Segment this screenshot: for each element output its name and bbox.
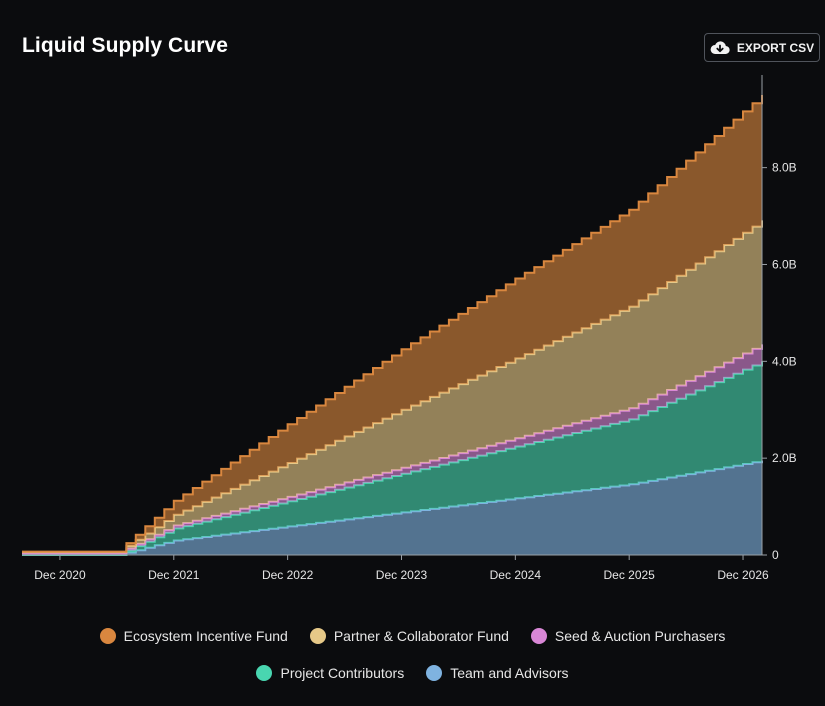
x-tick-label: Dec 2022 <box>262 568 314 582</box>
chart-title: Liquid Supply Curve <box>22 34 229 57</box>
y-tick-label: 2.0B <box>772 451 797 465</box>
x-tick-label: Dec 2023 <box>376 568 428 582</box>
area-team-and-advisors <box>22 460 762 555</box>
legend-label: Partner & Collaborator Fund <box>333 628 509 644</box>
area-partner-collaborator-fund <box>22 220 762 554</box>
legend-swatch <box>256 665 273 681</box>
legend-swatch <box>99 628 116 644</box>
x-tick-label: Dec 2026 <box>717 568 769 582</box>
legend-swatch <box>309 628 326 644</box>
legend-label: Team and Advisors <box>450 665 569 681</box>
legend-item[interactable]: Partner & Collaborator Fund <box>309 628 509 644</box>
legend-label: Project Contributors <box>280 665 405 681</box>
x-tick-label: Dec 2025 <box>603 568 655 582</box>
cloud-download-icon <box>710 40 730 55</box>
legend-row-2: Project Contributors Team and Advisors <box>0 665 825 681</box>
y-tick-label: 8.0B <box>772 161 797 175</box>
legend-swatch <box>530 628 547 644</box>
x-tick-label: Dec 2024 <box>490 568 542 582</box>
export-csv-label: EXPORT CSV <box>736 40 815 55</box>
x-tick-label: Dec 2020 <box>34 568 86 582</box>
legend-row-1: Ecosystem Incentive Fund Partner & Collab… <box>0 628 825 644</box>
legend-label: Seed & Auction Purchasers <box>554 628 726 644</box>
legend-item[interactable]: Team and Advisors <box>426 665 569 681</box>
line-ecosystem-incentive-fund <box>22 95 763 553</box>
chart-axes: Dec 2020 Dec 2021 Dec 2022 Dec 2023 Dec 2024… <box>22 75 797 582</box>
legend-item[interactable]: Ecosystem Incentive Fund <box>99 628 288 644</box>
y-tick-label: 4.0B <box>772 354 797 368</box>
chart-areas <box>22 95 763 556</box>
liquid-supply-chart: Dec 2020 Dec 2021 Dec 2022 Dec 2023 Dec 2024… <box>22 75 797 582</box>
export-csv-button[interactable]: EXPORT CSV <box>704 33 820 62</box>
legend-label: Ecosystem Incentive Fund <box>123 628 288 644</box>
y-tick-label: 0 <box>772 548 779 562</box>
area-project-contributors <box>22 361 762 555</box>
y-tick-label: 6.0B <box>772 257 797 271</box>
x-tick-label: Dec 2021 <box>148 568 200 582</box>
legend-swatch <box>426 665 443 681</box>
legend-item[interactable]: Project Contributors <box>256 665 404 681</box>
legend-item[interactable]: Seed & Auction Purchasers <box>530 628 726 644</box>
